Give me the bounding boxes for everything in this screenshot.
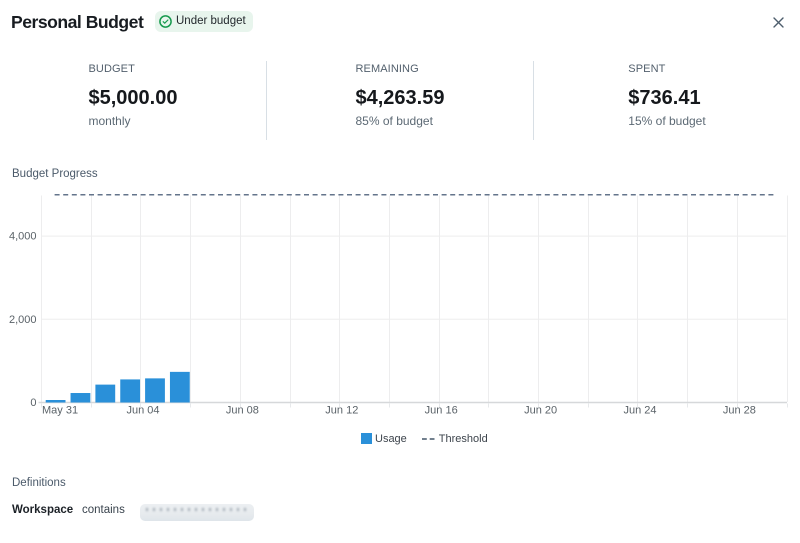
close-button[interactable] <box>768 13 788 32</box>
stat-spent-value: $736.41 <box>628 87 701 109</box>
svg-text:Jun 20: Jun 20 <box>524 405 557 417</box>
stat-remaining-value: $4,263.59 <box>355 87 445 109</box>
stat-remaining: REMAINING $4,263.59 85% of budget <box>266 61 533 140</box>
stat-spent: SPENT $736.41 15% of budget <box>533 61 800 140</box>
stat-budget-sub: monthly <box>88 114 131 128</box>
stat-budget: BUDGET $5,000.00 monthly <box>0 61 266 140</box>
check-circle-icon <box>158 15 172 28</box>
svg-text:0: 0 <box>30 397 36 409</box>
svg-text:May 31: May 31 <box>42 405 78 417</box>
threshold-legend-dash-icon <box>421 437 435 440</box>
stats-row: BUDGET $5,000.00 monthly REMAINING $4,26… <box>0 61 800 140</box>
svg-text:Jun 08: Jun 08 <box>226 405 259 417</box>
stat-budget-value: $5,000.00 <box>88 87 178 109</box>
stat-remaining-label: REMAINING <box>355 63 419 75</box>
svg-text:Jun 24: Jun 24 <box>623 405 656 417</box>
stat-remaining-sub: 85% of budget <box>355 114 433 128</box>
usage-legend-label: Usage <box>375 432 407 445</box>
svg-text:Jun 28: Jun 28 <box>723 405 756 417</box>
budget-progress-chart: 0 2,000 4,000 May 31 Jun 04 Jun 08 Jun 12 Jun 1… <box>9 193 788 417</box>
page-title: Personal Budget <box>11 12 144 32</box>
svg-text:4,000: 4,000 <box>9 231 37 243</box>
stat-budget-label: BUDGET <box>88 63 135 75</box>
svg-text:Jun 12: Jun 12 <box>325 405 358 417</box>
usage-legend-swatch <box>361 433 372 444</box>
chart-section-title: Budget Progress <box>12 168 98 180</box>
threshold-legend-label: Threshold <box>438 432 488 445</box>
stat-spent-sub: 15% of budget <box>628 114 706 128</box>
definitions-title: Definitions <box>12 477 66 489</box>
svg-text:Jun 04: Jun 04 <box>126 405 159 417</box>
status-badge-label: Under budget <box>176 15 246 27</box>
close-icon <box>772 17 784 28</box>
svg-text:2,000: 2,000 <box>9 314 37 326</box>
svg-text:Jun 16: Jun 16 <box>425 405 458 417</box>
definition-field: Workspace <box>12 504 74 516</box>
definition-operator: contains <box>82 504 125 516</box>
chart-legend: Usage Threshold <box>361 432 488 445</box>
definition-value-redacted <box>140 504 254 521</box>
stat-spent-label: SPENT <box>628 63 666 75</box>
status-badge: Under budget <box>155 11 253 32</box>
